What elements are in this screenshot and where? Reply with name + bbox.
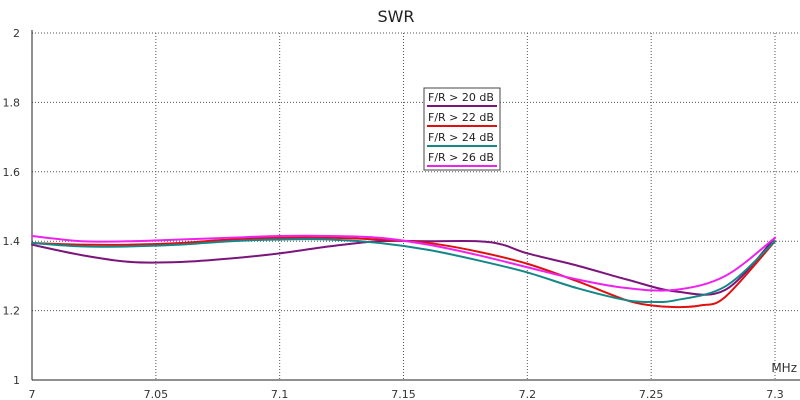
legend: F/R > 20 dB F/R > 22 dB F/R > 24 dB F/R > 2…	[423, 87, 501, 171]
series-line-2	[31, 236, 776, 309]
grid	[32, 32, 800, 380]
y-tick-label: 1.8	[3, 96, 21, 109]
y-tick-label: 1.6	[3, 166, 21, 179]
x-axis-unit-label: MHz	[771, 361, 797, 375]
x-tick-label: 7.3	[766, 388, 784, 400]
legend-entry-label: F/R > 22 dB	[428, 111, 494, 124]
x-tick-label: 7.25	[639, 388, 664, 400]
series-line-4	[31, 234, 776, 292]
legend-box	[423, 87, 501, 171]
legend-entry-label: F/R > 24 dB	[428, 131, 494, 144]
y-tick-labels: 1 1.2 1.4 1.6 1.8 2	[3, 27, 21, 387]
series-lines	[31, 234, 776, 309]
series-line-3	[31, 238, 776, 304]
y-tick-label: 1.4	[3, 235, 21, 248]
x-tick-label: 7.05	[144, 388, 169, 400]
x-tick-labels: 7 7.05 7.1 7.15 7.2 7.25 7.3	[29, 388, 784, 400]
x-tick-label: 7.1	[271, 388, 289, 400]
y-tick-label: 2	[13, 27, 20, 40]
x-tick-label: 7.2	[519, 388, 537, 400]
x-tick-label: 7.15	[391, 388, 416, 400]
y-tick-label: 1	[13, 374, 20, 387]
y-tick-label: 1.2	[3, 305, 21, 318]
legend-entry-label: F/R > 26 dB	[428, 151, 494, 164]
chart-title: SWR	[377, 7, 414, 26]
series-line-1	[31, 236, 776, 296]
legend-entry-label: F/R > 20 dB	[428, 91, 494, 104]
x-tick-label: 7	[29, 388, 36, 400]
axes	[31, 30, 800, 381]
